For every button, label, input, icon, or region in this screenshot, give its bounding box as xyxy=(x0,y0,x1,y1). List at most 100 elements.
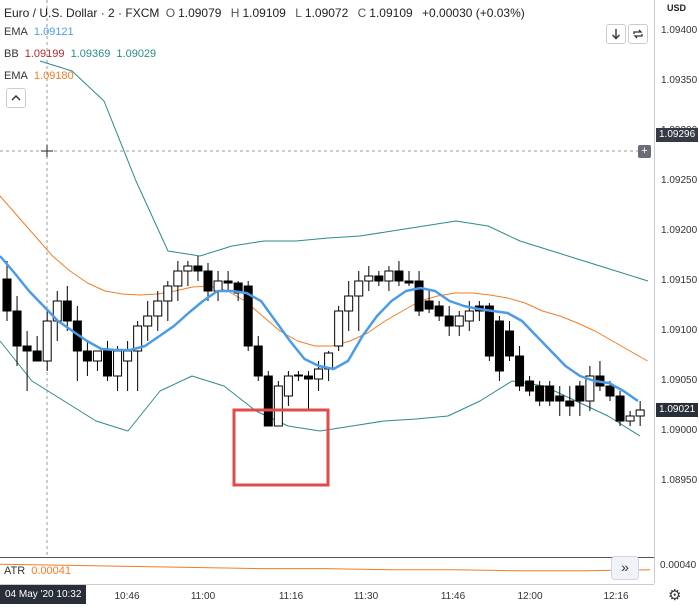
candle-body-down xyxy=(404,280,414,284)
candle-body-down xyxy=(62,300,72,322)
candle xyxy=(424,291,434,313)
candle xyxy=(555,386,565,416)
symbol-title: Euro / U.S. Dollar · 2 · FXCM xyxy=(4,6,160,20)
price-chart[interactable] xyxy=(0,0,654,556)
ema-slow-legend[interactable]: EMA 1.09180 xyxy=(4,70,77,82)
candle-body-up xyxy=(92,350,102,362)
last-price-badge: 1.09021 xyxy=(656,403,699,417)
candle xyxy=(62,286,72,331)
close-value: 1.09109 xyxy=(369,6,413,20)
candle-body-up xyxy=(143,315,153,327)
candle xyxy=(72,306,82,381)
candle-body-down xyxy=(505,330,514,357)
candle-body-down xyxy=(525,380,535,392)
candle xyxy=(304,371,313,411)
candle xyxy=(635,401,645,426)
candle-body-up xyxy=(334,310,344,347)
candle xyxy=(283,371,293,406)
candle xyxy=(153,291,163,331)
highlight-rectangle xyxy=(232,408,330,487)
add-alert-plus-icon[interactable]: + xyxy=(638,145,651,158)
candle-body-down xyxy=(2,278,12,312)
candle-body-up xyxy=(183,265,193,272)
crosshair-cursor-icon xyxy=(41,145,53,157)
candle xyxy=(625,411,635,426)
candle xyxy=(535,381,545,406)
candle xyxy=(183,261,193,286)
candle-body-down xyxy=(253,345,263,377)
candle-body-up xyxy=(293,374,303,377)
candle-body-up xyxy=(133,325,143,352)
candle xyxy=(103,341,112,381)
candle xyxy=(143,301,153,341)
gear-icon[interactable]: ⚙ xyxy=(668,587,682,604)
price-axis[interactable]: 1.094001.093501.093001.092501.092001.091… xyxy=(654,0,699,583)
candle xyxy=(505,321,514,361)
time-tick-label: 11:46 xyxy=(440,591,466,602)
candle xyxy=(565,386,575,416)
candle-body-up xyxy=(344,295,354,312)
atr-legend[interactable]: ATR 0.00041 xyxy=(4,565,74,577)
collapse-legend-button[interactable] xyxy=(6,88,26,108)
candle-body-down xyxy=(243,285,253,347)
ema-slow-label: EMA xyxy=(4,70,28,82)
candle-body-down xyxy=(394,270,404,282)
candle xyxy=(2,261,12,321)
candle-body-up xyxy=(123,350,133,362)
scroll-to-realtime-button[interactable]: » xyxy=(611,556,639,580)
candle xyxy=(484,303,494,361)
candle-body-down xyxy=(82,350,92,362)
candle-body-down xyxy=(414,280,424,312)
candle-body-down xyxy=(545,385,555,402)
time-axis[interactable]: 10:46 11:00 11:16 11:30 11:46 12:00 12:16 xyxy=(0,584,654,607)
time-tick-label: 12:16 xyxy=(603,591,629,602)
atr-value: 0.00041 xyxy=(31,565,72,577)
high-label: H xyxy=(230,6,240,20)
candle-body-down xyxy=(424,300,434,310)
candle xyxy=(404,271,414,286)
candle-body-down xyxy=(484,305,494,357)
candle-body-down xyxy=(555,395,565,402)
candle-body-down xyxy=(12,310,22,347)
candle xyxy=(173,261,183,301)
crosshair-price-badge: 1.09296 xyxy=(656,128,699,142)
bb-legend[interactable]: BB 1.09199 1.09369 1.09029 xyxy=(4,48,159,60)
candle-body-up xyxy=(213,280,223,292)
double-chevron-right-icon: » xyxy=(621,559,629,575)
candle-body-up xyxy=(454,315,464,327)
bb-upper-value: 1.09369 xyxy=(70,48,111,60)
price-tick-label: 1.09400 xyxy=(661,25,698,36)
chart-pane[interactable] xyxy=(0,0,654,556)
crosshair-date-badge: 04 May '20 10:32 xyxy=(0,585,87,604)
atr-axis-value: 0.00040 xyxy=(660,560,697,571)
candle xyxy=(193,256,203,281)
candle xyxy=(82,341,92,376)
candle xyxy=(444,306,454,336)
candle-body-up xyxy=(42,320,52,362)
price-tick-label: 1.09000 xyxy=(661,425,698,436)
candle-body-down xyxy=(565,400,575,407)
candle xyxy=(32,336,42,362)
candle-body-down xyxy=(575,385,585,402)
candle-body-up xyxy=(635,409,645,417)
ema-slow-value: 1.09180 xyxy=(33,70,74,82)
atr-label: ATR xyxy=(4,565,26,577)
candle xyxy=(394,261,404,286)
candle-body-down xyxy=(374,275,384,282)
candle xyxy=(293,371,303,381)
refresh-button[interactable] xyxy=(628,24,648,44)
download-button[interactable] xyxy=(606,24,626,44)
ema-fast-label: EMA xyxy=(4,26,28,38)
currency-label: USD xyxy=(667,3,687,13)
time-tick-label: 11:00 xyxy=(190,591,216,602)
candle xyxy=(575,381,585,416)
ema-slow-line xyxy=(0,195,648,362)
price-tick-label: 1.09050 xyxy=(661,375,698,386)
atr-pane[interactable]: ATR 0.00041 xyxy=(0,557,654,584)
ema-fast-legend[interactable]: EMA 1.09121 xyxy=(4,26,77,38)
ema-fast-line xyxy=(0,255,639,403)
open-value: 1.09079 xyxy=(178,6,222,20)
candle xyxy=(12,296,22,366)
low-value: 1.09072 xyxy=(304,6,349,20)
candle-body-up xyxy=(625,415,635,422)
